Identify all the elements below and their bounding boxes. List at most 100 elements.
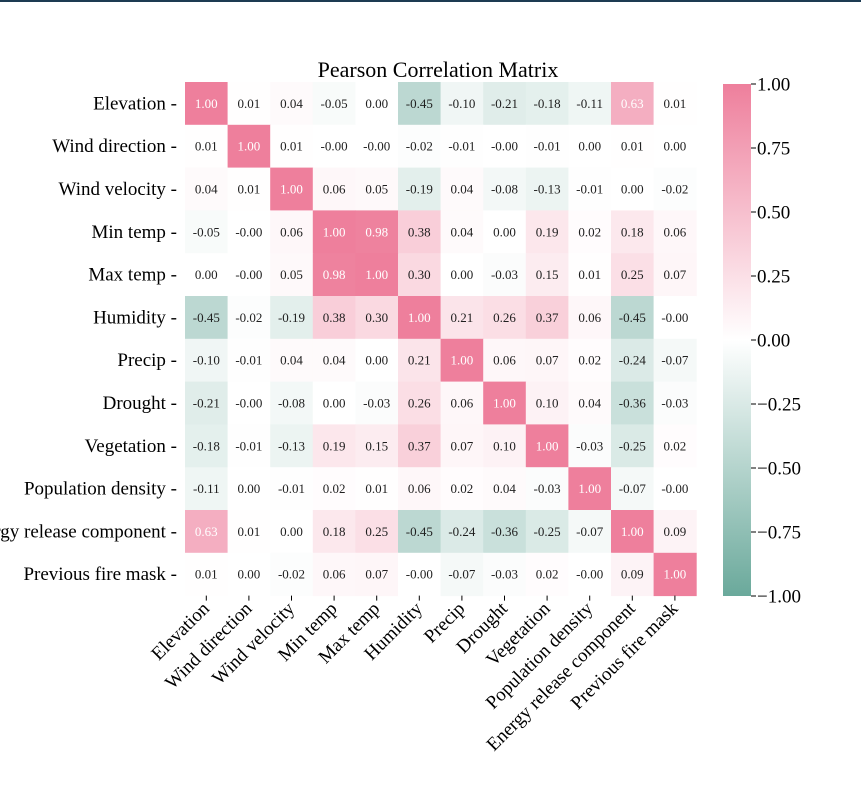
- cell-value-label: 0.06: [280, 224, 303, 239]
- cell-value-label: -0.03: [576, 438, 603, 453]
- cell-value-label: 0.04: [451, 224, 474, 239]
- cell-value-label: 0.98: [323, 267, 346, 282]
- cell-value-label: 1.00: [536, 438, 559, 453]
- heatmap-cell: [398, 552, 442, 597]
- row-label: Drought -: [103, 393, 177, 414]
- heatmap-cell: [227, 124, 271, 169]
- heatmap-cell: [568, 510, 612, 554]
- heatmap-cell: [653, 296, 697, 340]
- cell-value-label: -0.01: [235, 353, 262, 368]
- cell-value-label: -0.01: [278, 481, 305, 496]
- cell-value-label: -0.01: [576, 182, 603, 197]
- colorbar-tick-label: 0.50: [757, 203, 790, 224]
- cell-value-label: 0.02: [536, 567, 559, 582]
- cell-value-label: 0.01: [238, 96, 261, 111]
- heatmap-cell: [312, 552, 356, 597]
- cell-value-label: 0.38: [323, 310, 346, 325]
- row-label: Precip -: [117, 350, 177, 371]
- cell-value-label: 0.00: [238, 481, 261, 496]
- cell-value-label: -0.45: [193, 310, 220, 325]
- colorbar-tick-label: 1.00: [757, 75, 790, 96]
- cell-value-label: 0.06: [664, 224, 687, 239]
- top-rule: [0, 0, 861, 2]
- heatmap-cell: [185, 510, 229, 554]
- heatmap-cell: [525, 552, 569, 597]
- colorbar-tick-label: −0.25: [757, 395, 801, 416]
- heatmap-cell: [185, 467, 229, 511]
- heatmap-cell: [227, 381, 271, 425]
- heatmap-cell: [355, 124, 399, 169]
- cell-value-label: 1.00: [493, 396, 516, 411]
- cell-value-label: 0.01: [365, 481, 388, 496]
- colorbar-tick-label: −0.75: [757, 523, 801, 544]
- cell-value-label: 0.00: [280, 524, 303, 539]
- heatmap-cell: [483, 253, 527, 297]
- heatmap-cell: [440, 467, 484, 511]
- heatmap-cell: [440, 124, 484, 169]
- cell-value-label: 0.02: [323, 481, 346, 496]
- heatmap-cell: [312, 296, 356, 340]
- heatmap-cell: [440, 82, 484, 126]
- cell-value-label: 0.63: [621, 96, 644, 111]
- heatmap-cell: [440, 253, 484, 297]
- cell-value-label: 0.06: [323, 567, 346, 582]
- cell-value-label: -0.11: [193, 481, 220, 496]
- heatmap-cell: [483, 424, 527, 468]
- heatmap-cell: [568, 210, 612, 254]
- cell-value-label: -0.21: [491, 96, 518, 111]
- cell-value-label: -0.05: [321, 96, 348, 111]
- cell-value-label: -0.36: [619, 396, 647, 411]
- cell-value-label: -0.00: [576, 567, 603, 582]
- heatmap-cell: [398, 82, 442, 126]
- heatmap-cell: [227, 338, 271, 383]
- heatmap-cell: [312, 338, 356, 383]
- heatmap-cell: [611, 510, 655, 554]
- heatmap-cell: [355, 381, 399, 425]
- cell-value-label: 0.21: [408, 353, 431, 368]
- cell-value-label: 0.10: [493, 438, 516, 453]
- cell-value-label: -0.01: [448, 139, 475, 154]
- row-label: Humidity -: [93, 307, 177, 328]
- heatmap-cell: [355, 167, 399, 211]
- heatmap-cell: [568, 338, 612, 383]
- heatmap-cell: [312, 253, 356, 297]
- cell-value-label: -0.10: [193, 353, 220, 368]
- cell-value-label: 0.37: [536, 310, 559, 325]
- cell-value-label: 0.02: [451, 481, 474, 496]
- colorbar: [723, 84, 751, 596]
- row-label: Energy release component -: [0, 521, 177, 542]
- heatmap-cell: [483, 210, 527, 254]
- heatmap-cell: [525, 167, 569, 211]
- cell-value-label: -0.11: [576, 96, 603, 111]
- cell-value-label: -0.08: [491, 182, 518, 197]
- heatmap-cell: [568, 552, 612, 597]
- heatmap-cell: [568, 296, 612, 340]
- cell-value-label: -0.21: [193, 396, 220, 411]
- heatmap-cell: [185, 210, 229, 254]
- heatmap-cell: [185, 552, 229, 597]
- cell-value-label: 0.04: [451, 182, 474, 197]
- heatmap-cell: [568, 381, 612, 425]
- heatmap-cell: [227, 510, 271, 554]
- heatmap-cell: [483, 381, 527, 425]
- heatmap-cell: [653, 424, 697, 468]
- cell-value-label: 0.00: [365, 353, 388, 368]
- cell-value-label: 0.06: [578, 310, 601, 325]
- heatmap-cell: [568, 253, 612, 297]
- heatmap-cell: [185, 253, 229, 297]
- cell-value-label: 0.26: [408, 396, 431, 411]
- heatmap-cell: [483, 167, 527, 211]
- colorbar-ticks: 1.00 0.75 0.50 0.25 0.00 −0.25 −0.50 −0.75 −1.00: [751, 75, 801, 608]
- cell-value-label: 0.30: [365, 310, 388, 325]
- cell-value-label: -0.03: [363, 396, 390, 411]
- cell-value-label: 0.01: [195, 139, 218, 154]
- cell-value-label: 0.04: [493, 481, 516, 496]
- heatmap-cell: [611, 381, 655, 425]
- heatmap-cell: [653, 467, 697, 511]
- cell-value-label: 0.00: [578, 139, 601, 154]
- cell-value-label: 0.02: [578, 353, 601, 368]
- heatmap-cell: [270, 510, 314, 554]
- cell-value-label: 0.01: [238, 182, 261, 197]
